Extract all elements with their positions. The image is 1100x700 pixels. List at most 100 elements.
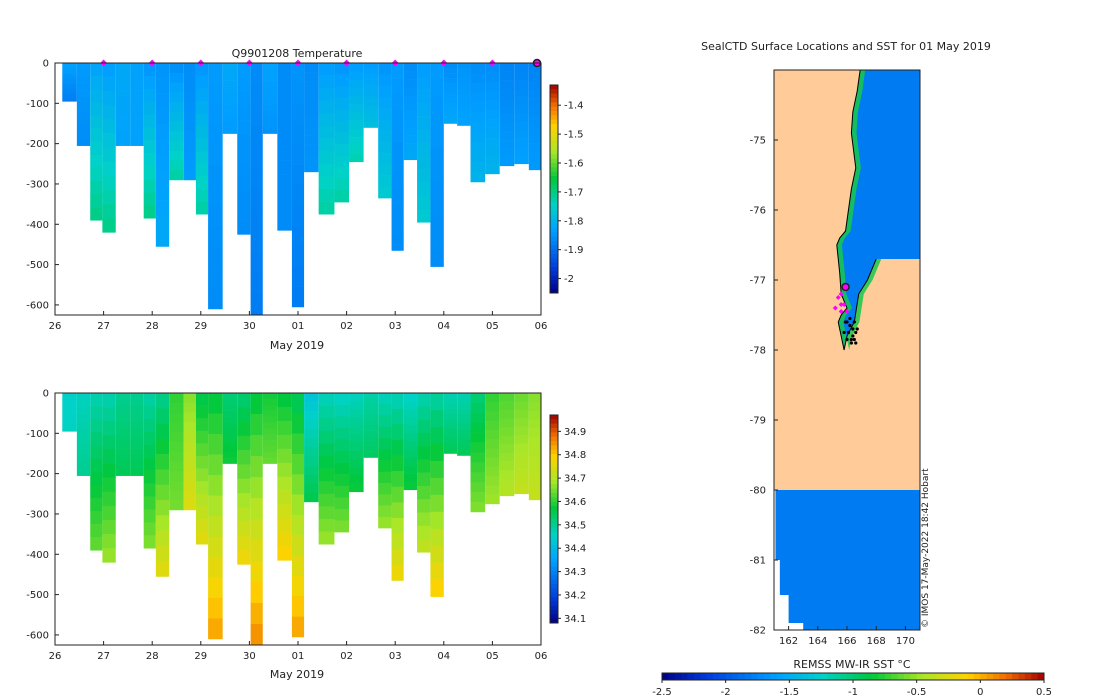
colorbar-swatch: [550, 171, 558, 177]
profile-cell: [195, 481, 209, 495]
profile-cell: [528, 410, 541, 421]
profile-cell: [363, 63, 379, 69]
profile-cell: [514, 71, 529, 81]
map-y-tick-label: -81: [750, 556, 766, 567]
profile-cell: [363, 122, 379, 128]
colorbar-swatch: [550, 471, 558, 477]
profile-cell: [363, 95, 379, 101]
profile-cell: [485, 118, 500, 128]
profile-cell: [102, 393, 116, 408]
profile-cell: [291, 184, 305, 206]
colorbar-swatch: [550, 145, 558, 151]
profile-cell: [76, 124, 91, 133]
profile-cell: [485, 494, 500, 505]
profile-cell: [378, 494, 392, 506]
profile-cell: [102, 175, 116, 191]
profile-cell: [349, 434, 364, 443]
profile-cell: [334, 120, 350, 133]
profile-cell: [115, 97, 131, 105]
colorbar-swatch: [550, 124, 558, 129]
profile-cell: [349, 442, 364, 451]
profile-cell: [430, 562, 444, 580]
colorbar-swatch: [550, 85, 558, 90]
profile-cell: [102, 548, 116, 563]
profile-cell: [169, 131, 184, 142]
sst-colorbar-swatch: [846, 673, 854, 680]
profile-cell: [115, 393, 131, 401]
profile-cell: [291, 616, 305, 638]
profile-cell: [169, 490, 184, 501]
sst-colorbar-swatch: [751, 673, 758, 680]
profile-cell: [183, 412, 196, 423]
colorbar-swatch: [550, 284, 558, 290]
profile-cell: [443, 103, 458, 109]
colorbar-swatch: [550, 601, 558, 607]
profile-cell: [304, 429, 319, 439]
profile-cell: [115, 448, 131, 456]
profile-cell: [485, 127, 500, 138]
profile-cell: [391, 203, 404, 220]
profile-cell: [403, 87, 418, 96]
profile-cell: [349, 475, 364, 484]
colorbar-swatch: [550, 267, 558, 272]
colorbar-swatch: [550, 501, 558, 507]
profile-cell: [143, 114, 156, 128]
sst-colorbar-swatch: [1024, 673, 1032, 680]
sst-colorbar-swatch: [827, 673, 835, 680]
profile-cell: [304, 420, 319, 430]
profile-cell: [485, 485, 500, 495]
profile-cell: [334, 497, 350, 510]
map-x-tick-label: 164: [808, 636, 827, 647]
profile-cell: [130, 97, 144, 105]
profile-cell: [262, 92, 278, 99]
sst-colorbar-swatch: [668, 673, 676, 680]
colorbar-swatch: [550, 467, 558, 472]
profile-cell: [102, 491, 116, 507]
profile-cell: [62, 402, 77, 407]
profile-cell: [334, 109, 350, 122]
profile-cell: [262, 393, 278, 400]
map-y-tick-label: -82: [750, 626, 766, 637]
sst-colorbar-tick-label: -1: [848, 687, 858, 698]
colorbar-swatch: [550, 89, 558, 95]
profile-cell: [237, 162, 251, 178]
colorbar-tick-label: 34.2: [564, 590, 586, 601]
profile-cell: [90, 128, 103, 142]
salinity-profile-cells: [62, 393, 541, 646]
profile-cell: [90, 102, 103, 116]
profile-cell: [250, 294, 263, 316]
profile-cell: [443, 108, 458, 114]
profile-cell: [470, 492, 486, 503]
profile-cell: [470, 92, 486, 103]
profile-cell: [155, 408, 170, 424]
x-tick-label: 04: [437, 321, 450, 332]
profile-cell: [250, 168, 263, 190]
profile-cell: [76, 448, 91, 456]
profile-cell: [528, 160, 541, 171]
profile-cell: [378, 108, 392, 120]
profile-cell: [291, 433, 305, 455]
profile-cell: [430, 249, 444, 267]
profile-cell: [363, 414, 379, 421]
profile-cell: [262, 428, 278, 435]
track-point: [845, 320, 849, 324]
profile-cell: [391, 172, 404, 189]
profile-cell: [499, 452, 515, 462]
colorbar-frame: [549, 414, 559, 624]
sst-colorbar-tick-label: -1.5: [780, 687, 800, 698]
profile-cell: [417, 406, 431, 420]
profile-cell: [208, 577, 223, 599]
profile-cell: [318, 138, 335, 152]
profile-cell: [250, 252, 263, 274]
profile-cell: [457, 439, 471, 446]
sst-colorbar-swatch: [763, 673, 771, 680]
salinity-y-ticks: 0 -100 -200 -300 -400 -500 -600: [26, 389, 59, 641]
profile-cell: [183, 470, 196, 481]
profile-cell: [470, 442, 486, 453]
profile-cell: [403, 79, 418, 88]
profile-cell: [291, 225, 305, 247]
sst-colorbar-swatch: [999, 673, 1007, 680]
colorbar-swatch: [550, 271, 558, 277]
profile-cell: [155, 515, 170, 531]
profile-cell: [363, 89, 379, 96]
